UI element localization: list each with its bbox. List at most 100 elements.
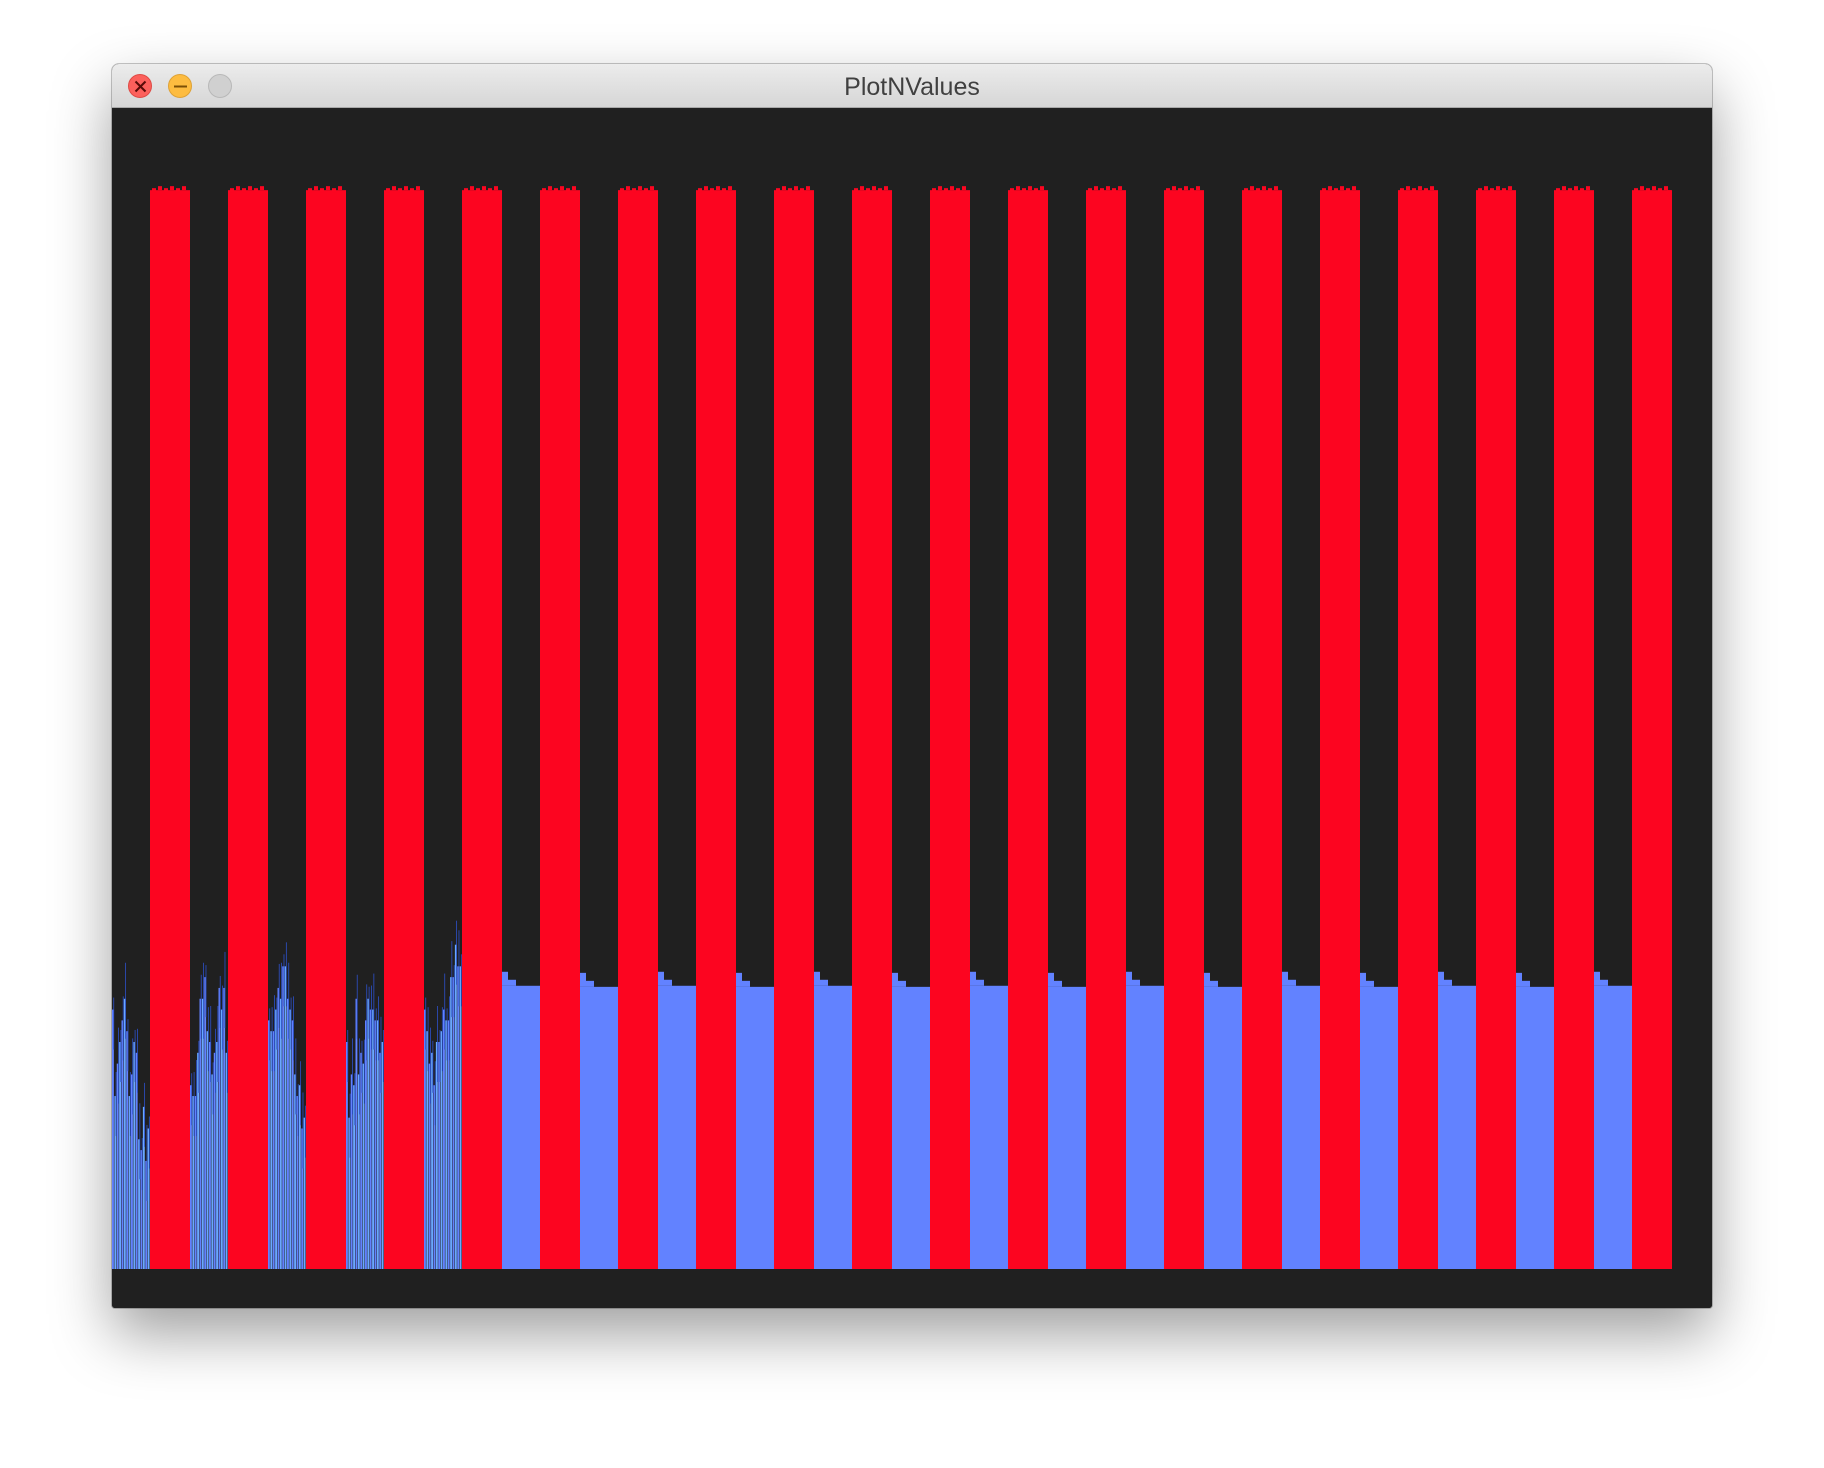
value-bar	[277, 987, 280, 1269]
marker-bar-edge	[776, 188, 780, 193]
marker-bar-edge	[1256, 188, 1260, 193]
value-bar	[123, 998, 126, 1269]
value-bar-trace	[285, 942, 287, 1007]
value-bar-edge	[898, 980, 906, 987]
value-bar-trace	[276, 997, 278, 1050]
close-button[interactable]	[128, 74, 152, 98]
value-bar-edge	[1366, 980, 1374, 987]
value-bar	[142, 1106, 145, 1269]
marker-bar-edge	[1568, 188, 1572, 193]
marker-bar-edge	[404, 186, 408, 191]
value-bar	[206, 1031, 209, 1269]
marker-bar	[1164, 190, 1204, 1269]
marker-bar-edge	[320, 188, 324, 193]
value-bar-trace	[290, 997, 292, 1050]
value-bar-trace	[349, 1093, 351, 1158]
value-bar-trace	[210, 1005, 212, 1082]
value-bar-trace	[127, 1019, 129, 1072]
value-bar-edge	[970, 971, 976, 986]
marker-bar-edge	[788, 188, 792, 193]
value-bar-trace	[226, 1040, 228, 1093]
marker-bar-edge	[962, 186, 966, 191]
value-bar	[135, 1052, 138, 1269]
marker-bar	[1554, 190, 1594, 1269]
value-bar	[381, 1041, 384, 1269]
marker-bar-edge	[176, 188, 180, 193]
value-bar-trace	[439, 1029, 441, 1082]
value-bar	[379, 1052, 382, 1269]
value-bar	[112, 1009, 114, 1269]
marker-bar-edge	[728, 186, 732, 191]
value-bar-trace	[281, 962, 283, 1039]
value-bar-trace	[302, 1092, 304, 1169]
value-bar-trace	[222, 985, 224, 1050]
value-bar-trace	[283, 954, 285, 1007]
marker-bar	[150, 190, 190, 1269]
marker-bar-edge	[722, 188, 726, 193]
marker-bar-edge	[464, 188, 468, 193]
value-bar-trace	[200, 974, 202, 1039]
minimize-button[interactable]	[168, 74, 192, 98]
value-bar-trace	[449, 996, 450, 1061]
zoom-button[interactable]	[208, 74, 232, 98]
value-bar	[301, 1128, 304, 1269]
value-bar	[1204, 986, 1243, 1269]
value-bar-trace	[148, 1116, 150, 1169]
value-bar-trace	[300, 1061, 302, 1126]
marker-bar-edge	[416, 186, 420, 191]
marker-bar-edge	[794, 186, 798, 191]
marker-bar-edge	[1106, 186, 1110, 191]
value-bar-edge	[1288, 979, 1296, 986]
marker-bar-edge	[1406, 186, 1410, 191]
value-bar	[190, 1085, 192, 1269]
value-bar	[268, 1020, 270, 1269]
marker-bar-edge	[392, 186, 396, 191]
marker-bar-edge	[1172, 186, 1176, 191]
value-bar	[199, 998, 202, 1269]
value-bar	[1048, 986, 1087, 1269]
value-bar-edge	[1444, 979, 1452, 986]
value-bar	[367, 998, 370, 1269]
value-bar	[374, 1020, 377, 1269]
value-bar-trace	[146, 1124, 148, 1201]
marker-bar-edge	[554, 188, 558, 193]
value-bar	[291, 1020, 294, 1269]
marker-bar-edge	[932, 188, 936, 193]
value-bar	[459, 966, 462, 1269]
value-bar	[457, 966, 460, 1269]
marker-bar-edge	[548, 186, 552, 191]
title-bar[interactable]: PlotNValues	[112, 64, 1712, 108]
value-bar	[580, 986, 619, 1269]
value-bar	[140, 1150, 143, 1269]
marker-bar-edge	[1556, 188, 1560, 193]
marker-bar-edge	[470, 186, 474, 191]
marker-bar-edge	[782, 186, 786, 191]
value-bar-trace	[215, 1028, 216, 1093]
value-bar	[348, 1117, 351, 1269]
marker-bar-edge	[698, 188, 702, 193]
value-bar-edge	[1600, 979, 1608, 986]
value-bar	[282, 966, 285, 1269]
marker-bar-edge	[1646, 188, 1650, 193]
value-bar-edge	[976, 979, 984, 986]
value-bar	[204, 977, 207, 1269]
marker-bar-edge	[1352, 186, 1356, 191]
marker-bar	[1008, 190, 1048, 1269]
value-bar	[424, 1009, 426, 1269]
value-bar	[450, 977, 453, 1269]
marker-bar-edge	[800, 188, 804, 193]
value-bar-trace	[274, 995, 275, 1072]
value-bar-trace	[434, 1061, 436, 1126]
marker-bar-edge	[1016, 186, 1020, 191]
value-bar	[220, 1009, 223, 1269]
value-bar-trace	[427, 1007, 429, 1072]
value-bar-edge	[1048, 972, 1054, 987]
value-bar	[433, 1085, 436, 1269]
value-bar-edge	[664, 979, 672, 986]
value-bar-edge	[1522, 980, 1530, 987]
value-bar-edge	[1516, 972, 1522, 987]
value-bar-trace	[139, 1103, 141, 1180]
marker-bar-edge	[1418, 186, 1422, 191]
marker-bar-edge	[1652, 186, 1656, 191]
value-bar	[194, 1096, 197, 1269]
